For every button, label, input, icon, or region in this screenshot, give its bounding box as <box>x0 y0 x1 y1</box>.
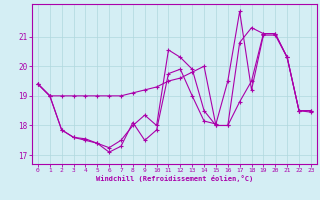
X-axis label: Windchill (Refroidissement éolien,°C): Windchill (Refroidissement éolien,°C) <box>96 175 253 182</box>
